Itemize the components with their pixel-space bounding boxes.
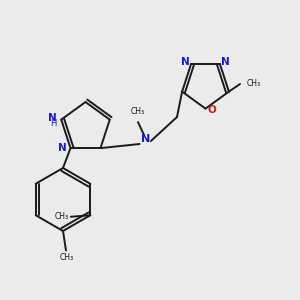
- Text: O: O: [208, 105, 217, 115]
- Text: N: N: [141, 134, 150, 145]
- Text: N: N: [181, 57, 190, 67]
- Text: CH₃: CH₃: [131, 107, 145, 116]
- Text: H: H: [50, 119, 56, 128]
- Text: N: N: [58, 143, 67, 153]
- Text: CH₃: CH₃: [247, 80, 261, 88]
- Text: N: N: [221, 57, 230, 67]
- Text: N: N: [49, 113, 57, 123]
- Text: CH₃: CH₃: [59, 253, 74, 262]
- Text: CH₃: CH₃: [54, 212, 68, 221]
